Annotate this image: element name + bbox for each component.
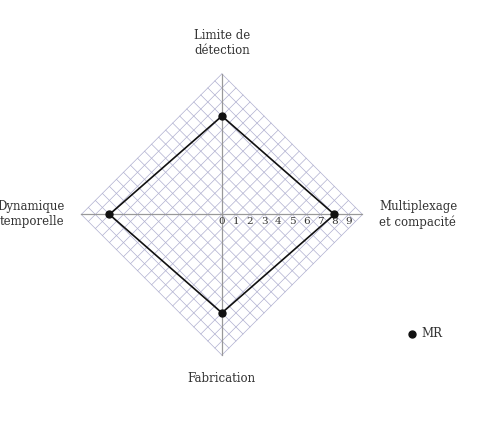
- Text: 8: 8: [331, 217, 338, 225]
- Text: 3: 3: [261, 217, 268, 225]
- Text: 9: 9: [345, 217, 352, 225]
- Text: 6: 6: [303, 217, 310, 225]
- Text: 4: 4: [275, 217, 282, 225]
- Text: 2: 2: [246, 217, 254, 225]
- Text: 5: 5: [289, 217, 296, 225]
- Text: Limite de
détection: Limite de détection: [194, 29, 250, 57]
- Text: Dynamique
temporelle: Dynamique temporelle: [0, 201, 65, 229]
- Text: 0: 0: [218, 217, 225, 225]
- Text: 1: 1: [232, 217, 239, 225]
- Text: Fabrication: Fabrication: [188, 372, 256, 385]
- Text: 7: 7: [317, 217, 324, 225]
- Text: MR: MR: [421, 327, 442, 341]
- Text: Multiplexage
et compacité: Multiplexage et compacité: [379, 200, 457, 229]
